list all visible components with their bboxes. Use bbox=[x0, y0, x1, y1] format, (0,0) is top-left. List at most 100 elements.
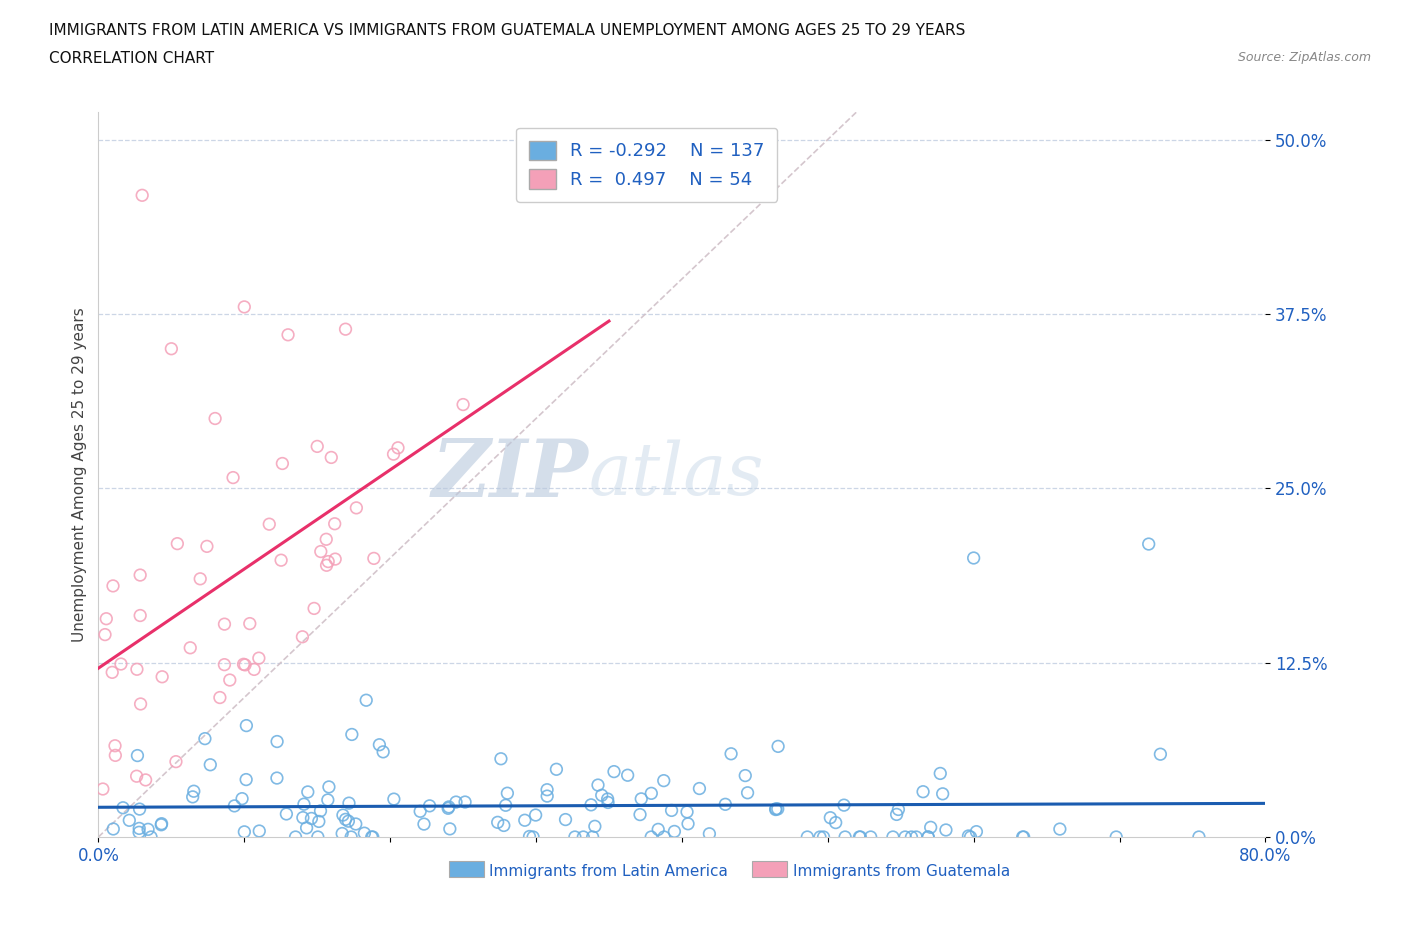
Point bbox=[882, 830, 904, 844]
Point bbox=[596, 791, 619, 806]
Y-axis label: Unemployment Among Ages 25 to 29 years: Unemployment Among Ages 25 to 29 years bbox=[72, 307, 87, 642]
Point bbox=[231, 791, 253, 806]
Point bbox=[536, 789, 558, 804]
Point bbox=[492, 818, 515, 833]
Point bbox=[96, 611, 118, 626]
Point bbox=[337, 814, 360, 829]
Point bbox=[218, 672, 240, 687]
Point bbox=[291, 630, 314, 644]
Point bbox=[321, 450, 343, 465]
Point bbox=[139, 830, 162, 844]
Text: IMMIGRANTS FROM LATIN AMERICA VS IMMIGRANTS FROM GUATEMALA UNEMPLOYMENT AMONG AG: IMMIGRANTS FROM LATIN AMERICA VS IMMIGRA… bbox=[49, 23, 966, 38]
Point bbox=[765, 802, 787, 817]
Text: CORRELATION CHART: CORRELATION CHART bbox=[49, 51, 214, 66]
Point bbox=[277, 327, 299, 342]
Point bbox=[444, 794, 467, 809]
Point bbox=[291, 810, 314, 825]
Point bbox=[886, 807, 908, 822]
Point bbox=[900, 830, 922, 844]
Point bbox=[125, 662, 148, 677]
Point bbox=[344, 500, 367, 515]
Point bbox=[232, 657, 254, 671]
Point bbox=[849, 830, 872, 844]
Point bbox=[135, 773, 157, 788]
Point bbox=[652, 830, 675, 844]
Point bbox=[536, 782, 558, 797]
Point bbox=[454, 794, 477, 809]
Point bbox=[165, 754, 187, 769]
Point bbox=[513, 813, 536, 828]
Point bbox=[586, 777, 609, 792]
Point bbox=[222, 471, 245, 485]
Point bbox=[353, 826, 375, 841]
Point bbox=[297, 785, 319, 800]
Point bbox=[419, 799, 441, 814]
Point bbox=[413, 817, 436, 831]
Point bbox=[409, 804, 432, 818]
Point bbox=[451, 397, 474, 412]
Point bbox=[344, 817, 367, 831]
Point bbox=[309, 544, 332, 559]
Point bbox=[103, 821, 125, 836]
Point bbox=[129, 608, 152, 623]
Point bbox=[917, 830, 939, 844]
Point bbox=[917, 830, 939, 844]
Point bbox=[824, 816, 846, 830]
Point bbox=[354, 693, 377, 708]
Point bbox=[714, 797, 737, 812]
Bar bbox=[752, 861, 787, 877]
Point bbox=[524, 807, 547, 822]
Point bbox=[583, 819, 606, 834]
Point bbox=[596, 795, 619, 810]
Point bbox=[295, 820, 318, 835]
Point bbox=[647, 822, 669, 837]
Point bbox=[340, 830, 363, 844]
Point bbox=[200, 757, 222, 772]
Point bbox=[603, 764, 626, 779]
Point bbox=[125, 769, 148, 784]
Point bbox=[848, 830, 870, 844]
Point bbox=[664, 824, 686, 839]
Point bbox=[361, 830, 384, 844]
Point bbox=[233, 658, 256, 672]
Point bbox=[579, 797, 602, 812]
Point bbox=[387, 441, 409, 456]
Point bbox=[720, 747, 742, 762]
Point bbox=[292, 797, 315, 812]
Point bbox=[129, 567, 152, 582]
Point bbox=[935, 822, 957, 837]
Point bbox=[765, 802, 787, 817]
Point bbox=[276, 806, 298, 821]
Text: atlas: atlas bbox=[589, 439, 763, 510]
Point bbox=[591, 788, 613, 803]
Point bbox=[235, 772, 257, 787]
Point bbox=[214, 658, 236, 672]
Point bbox=[546, 762, 568, 777]
Point bbox=[363, 551, 385, 565]
Point bbox=[832, 798, 855, 813]
Point bbox=[259, 517, 281, 532]
Point bbox=[332, 807, 354, 822]
Point bbox=[323, 516, 346, 531]
Point bbox=[150, 817, 173, 831]
Point bbox=[270, 552, 292, 567]
Point bbox=[582, 830, 605, 844]
Point bbox=[179, 641, 201, 656]
Point bbox=[323, 551, 346, 566]
Point bbox=[111, 801, 134, 816]
Point bbox=[104, 738, 127, 753]
Point bbox=[195, 538, 218, 553]
Point bbox=[266, 734, 288, 749]
Point bbox=[129, 697, 152, 711]
Point bbox=[101, 665, 124, 680]
Point bbox=[271, 456, 294, 471]
Point bbox=[299, 811, 322, 826]
Point bbox=[315, 558, 337, 573]
Point bbox=[495, 798, 517, 813]
Point bbox=[382, 446, 405, 461]
Point bbox=[486, 815, 509, 830]
Point bbox=[676, 817, 699, 831]
Point bbox=[340, 727, 363, 742]
Point bbox=[737, 785, 759, 800]
Point bbox=[360, 830, 382, 844]
